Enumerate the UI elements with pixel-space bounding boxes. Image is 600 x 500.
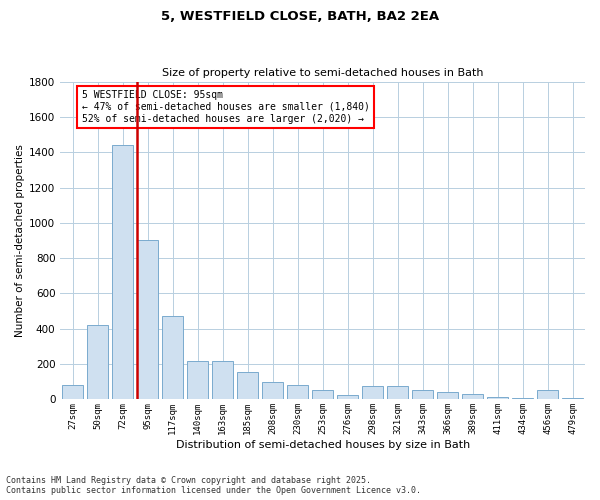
Bar: [537, 390, 558, 400]
Bar: [187, 360, 208, 400]
Bar: [212, 362, 233, 400]
Bar: [512, 398, 533, 400]
Bar: [162, 316, 184, 400]
Bar: [412, 390, 433, 400]
Text: 5 WESTFIELD CLOSE: 95sqm
← 47% of semi-detached houses are smaller (1,840)
52% o: 5 WESTFIELD CLOSE: 95sqm ← 47% of semi-d…: [82, 90, 370, 124]
Bar: [312, 390, 333, 400]
Bar: [337, 395, 358, 400]
Text: 5, WESTFIELD CLOSE, BATH, BA2 2EA: 5, WESTFIELD CLOSE, BATH, BA2 2EA: [161, 10, 439, 23]
Bar: [287, 386, 308, 400]
Bar: [237, 372, 258, 400]
Bar: [87, 325, 109, 400]
Bar: [62, 386, 83, 400]
Bar: [462, 394, 483, 400]
Bar: [137, 240, 158, 400]
Bar: [262, 382, 283, 400]
Bar: [112, 145, 133, 400]
Y-axis label: Number of semi-detached properties: Number of semi-detached properties: [15, 144, 25, 337]
Bar: [387, 386, 408, 400]
Bar: [362, 386, 383, 400]
X-axis label: Distribution of semi-detached houses by size in Bath: Distribution of semi-detached houses by …: [176, 440, 470, 450]
Bar: [562, 398, 583, 400]
Title: Size of property relative to semi-detached houses in Bath: Size of property relative to semi-detach…: [162, 68, 484, 78]
Bar: [487, 397, 508, 400]
Text: Contains HM Land Registry data © Crown copyright and database right 2025.
Contai: Contains HM Land Registry data © Crown c…: [6, 476, 421, 495]
Bar: [437, 392, 458, 400]
